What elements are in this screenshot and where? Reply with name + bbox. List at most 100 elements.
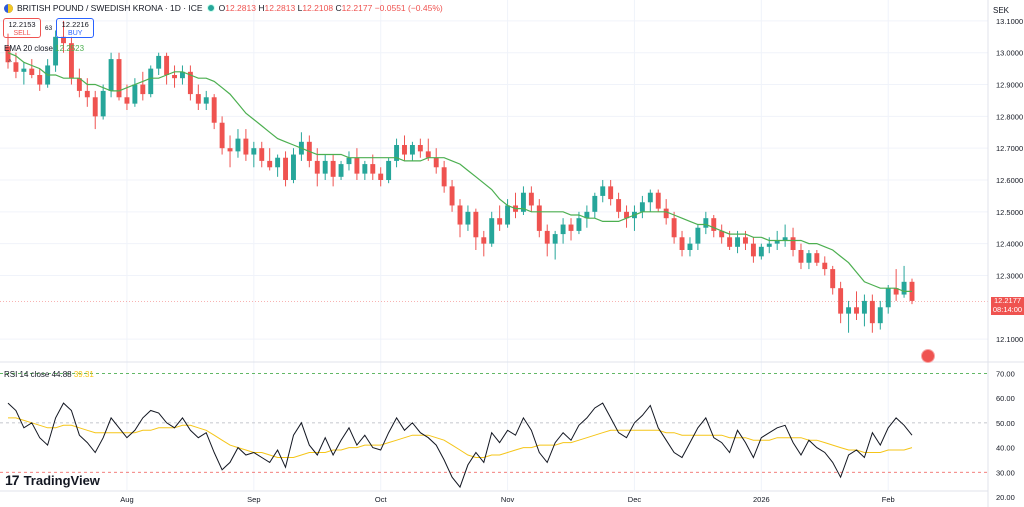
candle xyxy=(854,291,859,320)
candle xyxy=(798,243,804,270)
candle xyxy=(513,192,518,219)
candle xyxy=(187,65,193,101)
candle xyxy=(409,141,415,161)
candle xyxy=(259,141,265,168)
candle xyxy=(211,94,217,130)
candle-body xyxy=(600,186,606,196)
candle-body xyxy=(417,145,423,152)
chart-header: BRITISH POUND / SWEDISH KRONA · 1D · ICE… xyxy=(4,3,443,13)
candle xyxy=(291,148,296,184)
candle xyxy=(861,294,867,327)
candle xyxy=(639,195,645,219)
currency-label[interactable]: SEK xyxy=(993,6,1010,15)
candle-body xyxy=(520,192,526,212)
candle xyxy=(164,52,170,85)
price-tick-label: 12.8000 xyxy=(996,112,1023,121)
ema-legend[interactable]: EMA 20 close 12.2523 xyxy=(4,44,84,53)
candle-body xyxy=(608,186,614,200)
ohlc-open: 12.2813 xyxy=(225,3,256,13)
candle-body xyxy=(576,218,582,231)
ohlc-close-key: C xyxy=(335,3,342,13)
candle-body xyxy=(259,148,265,161)
candle xyxy=(298,132,304,161)
rsi-tick-label: 60.00 xyxy=(996,394,1015,403)
ohlc-low-key: L xyxy=(297,3,303,13)
price-tick-label: 12.9000 xyxy=(996,81,1023,90)
ema-line xyxy=(7,52,912,292)
x-tick-label: Feb xyxy=(882,495,895,504)
candle xyxy=(846,300,852,333)
candle xyxy=(679,230,685,257)
candle xyxy=(21,62,27,85)
candle-body xyxy=(29,68,35,75)
candle-body xyxy=(457,205,463,225)
bar-countdown: 08:14:00 xyxy=(992,304,1023,314)
clock-icon[interactable] xyxy=(921,349,935,363)
candle-body xyxy=(885,288,891,308)
candle xyxy=(132,78,138,107)
buy-button[interactable]: 12.2216 BUY xyxy=(56,18,95,38)
ohlc-open-key: O xyxy=(218,3,226,13)
candle-body xyxy=(322,160,328,174)
candle xyxy=(703,211,709,235)
candle-body xyxy=(61,36,66,44)
candle-body xyxy=(354,157,360,174)
rsi-legend[interactable]: RSI 14 close 44.88 39.31 xyxy=(4,370,94,379)
candle xyxy=(322,154,328,180)
candle xyxy=(53,30,59,72)
candle-body xyxy=(235,138,241,152)
candle xyxy=(877,300,883,330)
candle xyxy=(608,180,614,206)
candle-body xyxy=(92,97,98,117)
candle-body xyxy=(592,195,598,212)
candle xyxy=(354,148,360,180)
candle xyxy=(647,189,653,212)
candle-body xyxy=(76,78,82,91)
price-tick-label: 12.3000 xyxy=(996,271,1023,280)
candle xyxy=(441,160,447,193)
ema-legend-name: EMA 20 close xyxy=(4,44,53,53)
price-tick-label: 12.6000 xyxy=(996,176,1023,185)
candle xyxy=(790,227,796,257)
candle-body xyxy=(711,218,717,231)
price-tick-label: 12.7000 xyxy=(996,144,1023,153)
sell-button[interactable]: 12.2153 SELL xyxy=(3,18,41,38)
buy-label: BUY xyxy=(68,30,83,37)
candle xyxy=(814,250,820,266)
candle-body xyxy=(655,192,661,209)
candle xyxy=(195,84,201,110)
candle-body xyxy=(465,211,471,225)
candle xyxy=(61,20,66,53)
collapse-legend-chevron-icon[interactable]: ^ xyxy=(8,58,12,67)
candle-body xyxy=(663,208,669,219)
candle-body xyxy=(735,237,741,247)
candle xyxy=(616,192,622,219)
candle xyxy=(552,230,558,260)
candle-body xyxy=(544,230,550,244)
price-tick-label: 12.4000 xyxy=(996,240,1023,249)
candle-body xyxy=(798,250,804,263)
candle xyxy=(806,250,812,270)
candle xyxy=(267,148,273,171)
rsi-tick-label: 50.00 xyxy=(996,419,1015,428)
candle xyxy=(782,224,788,247)
tradingview-logo: 17 TradingView xyxy=(5,472,100,488)
symbol-title: BRITISH POUND / SWEDISH KRONA · 1D · ICE xyxy=(17,3,203,13)
candle-body xyxy=(362,164,368,174)
candle-body xyxy=(283,157,289,180)
candle xyxy=(402,135,407,161)
candle-body xyxy=(869,300,875,324)
candle xyxy=(687,237,693,257)
price-tick-label: 12.1000 xyxy=(996,335,1023,344)
rsi-legend-name: RSI 14 close xyxy=(4,370,50,379)
candle-body xyxy=(108,59,114,91)
candle-body xyxy=(251,148,257,155)
candle-body xyxy=(100,90,106,117)
candle-body xyxy=(861,300,867,314)
rsi-tick-label: 30.00 xyxy=(996,468,1015,477)
candle-body xyxy=(854,307,859,314)
ohlc-high-key: H xyxy=(258,3,265,13)
candle xyxy=(417,138,423,158)
candle xyxy=(695,224,701,250)
